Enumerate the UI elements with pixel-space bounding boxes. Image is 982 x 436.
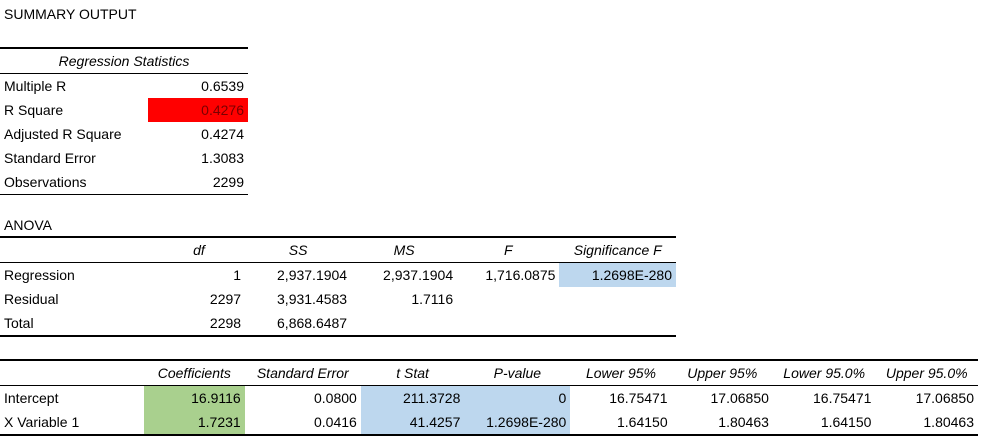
anova-ms: 2,937.1904 [383, 267, 454, 283]
anova-header-significance-f: Significance F [559, 236, 676, 263]
anova-f [457, 311, 560, 337]
coef-header-blank [0, 359, 144, 386]
table-row: Total 2298 6,868.6487 [0, 311, 676, 337]
anova-row-label: Total [0, 311, 153, 337]
stat-value: 0.4274 [201, 126, 244, 142]
anova-f [457, 287, 559, 311]
regression-statistics-table: Regression Statistics Multiple R 0.6539 … [0, 47, 248, 195]
anova-significance-f [559, 287, 676, 311]
anova-ss: 2,937.1904 [277, 267, 348, 283]
table-row: Observations 2299 [0, 170, 248, 195]
coef-value: 16.9116 [143, 385, 245, 410]
coef-header-standard-error: Standard Error [244, 359, 361, 386]
coef-header-lower-950: Lower 95.0% [772, 359, 876, 386]
anova-header-ms: MS [351, 236, 458, 263]
coef-header-lower-95: Lower 95% [570, 359, 672, 386]
anova-f: 1,716.0875 [485, 267, 556, 283]
coef-p-value: 1.2698E-280 [464, 410, 571, 436]
coef-header-upper-95: Upper 95% [671, 359, 773, 386]
stat-value: 0.6539 [201, 78, 244, 94]
table-row: Standard Error 1.3083 [0, 146, 248, 170]
coef-t-stat: 41.4257 [360, 410, 465, 436]
anova-ms [351, 311, 458, 337]
coef-lower-950: 16.75471 [813, 390, 872, 406]
anova-significance-f: 1.2698E-280 [559, 262, 676, 287]
anova-header-blank [0, 236, 153, 263]
coef-upper-95: 1.80463 [671, 410, 773, 436]
anova-header-f: F [457, 236, 560, 263]
anova-df: 1 [233, 267, 242, 283]
anova-row-label: Regression [4, 267, 75, 283]
table-row: Intercept 16.9116 0.0800 211.3728 0 16.7… [0, 385, 978, 410]
coef-standard-error: 0.0800 [313, 390, 357, 406]
stat-label: Observations [0, 170, 148, 195]
anova-ms: 1.7116 [411, 291, 454, 307]
anova-significance-f [559, 311, 676, 337]
anova-table: df SS MS F Significance F Regression 1 2… [0, 236, 676, 337]
table-row: Residual 2297 3,931.4583 1.7116 [0, 287, 676, 311]
r-square-value: 0.4276 [148, 98, 248, 122]
coef-header-upper-950: Upper 95.0% [875, 359, 978, 386]
stat-label: Adjusted R Square [4, 126, 122, 142]
coefficients-table: Coefficients Standard Error t Stat P-val… [0, 359, 978, 436]
coef-lower-950: 1.64150 [772, 410, 876, 436]
coef-lower-95: 16.75471 [609, 390, 668, 406]
anova-title: ANOVA [4, 217, 52, 233]
table-row: Multiple R 0.6539 [0, 74, 248, 99]
table-row: R Square 0.4276 [0, 98, 248, 122]
anova-df: 2298 [152, 311, 246, 337]
coef-header-p-value: P-value [464, 359, 571, 386]
table-row: Regression 1 2,937.1904 2,937.1904 1,716… [0, 262, 676, 287]
coef-lower-95: 1.64150 [570, 410, 672, 436]
anova-header-df: df [152, 236, 246, 263]
coef-value: 1.7231 [143, 410, 245, 436]
anova-ss: 3,931.4583 [277, 291, 348, 307]
coef-t-stat: 211.3728 [360, 385, 465, 410]
stat-label: Multiple R [4, 78, 67, 94]
coef-row-label: X Variable 1 [0, 410, 144, 436]
coef-header-t-stat: t Stat [360, 359, 465, 386]
coef-header-coefficients: Coefficients [143, 359, 245, 386]
coef-upper-950: 1.80463 [875, 410, 978, 436]
coef-upper-95: 17.06850 [710, 390, 769, 406]
anova-df: 2297 [209, 291, 242, 307]
stat-value: 1.3083 [201, 150, 244, 166]
stat-label: Standard Error [4, 150, 96, 166]
stat-value: 2299 [148, 170, 248, 195]
table-row: Adjusted R Square 0.4274 [0, 122, 248, 146]
coef-standard-error: 0.0416 [244, 410, 361, 436]
anova-header-ss: SS [245, 236, 352, 263]
coef-p-value: 0 [464, 385, 571, 410]
coef-upper-950: 17.06850 [915, 390, 974, 406]
table-row: X Variable 1 1.7231 0.0416 41.4257 1.269… [0, 410, 978, 436]
anova-row-label: Residual [4, 291, 59, 307]
anova-ss: 6,868.6487 [245, 311, 352, 337]
stat-label: R Square [4, 102, 64, 118]
summary-output-title: SUMMARY OUTPUT [4, 6, 137, 22]
coef-row-label: Intercept [4, 390, 59, 406]
regression-statistics-header: Regression Statistics [0, 47, 248, 74]
